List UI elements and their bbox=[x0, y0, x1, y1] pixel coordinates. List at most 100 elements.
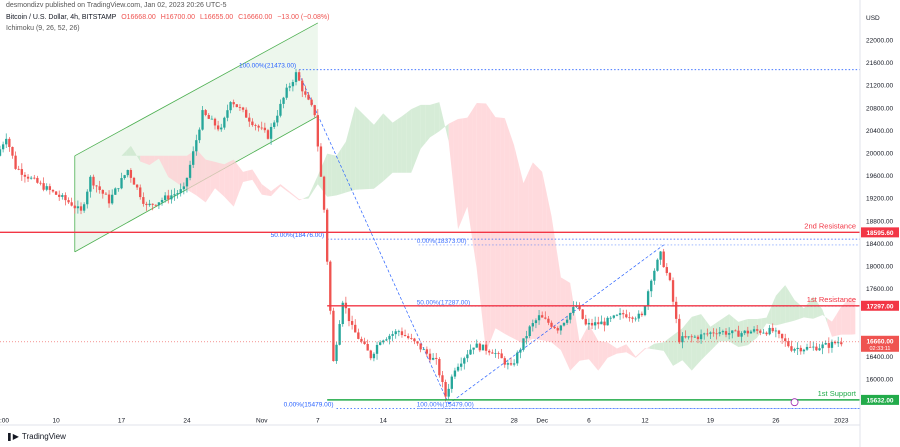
ohlc-open: O16668.00 bbox=[121, 14, 156, 21]
candle-body bbox=[223, 117, 226, 128]
candle-body bbox=[132, 177, 136, 185]
candle-body bbox=[837, 342, 840, 344]
ichimoku-cloud-segment bbox=[238, 165, 244, 195]
ichimoku-cloud-segment bbox=[261, 184, 267, 196]
ichimoku-cloud-segment bbox=[172, 155, 178, 184]
candle-body bbox=[14, 155, 17, 169]
candle-body bbox=[288, 86, 291, 88]
ichimoku-cloud-segment bbox=[588, 324, 594, 365]
ichimoku-cloud-segment bbox=[401, 112, 407, 173]
candle-body bbox=[357, 332, 360, 339]
candle-body bbox=[431, 357, 435, 360]
ichimoku-cloud-segment bbox=[280, 184, 286, 190]
time-axis-tick: 10 bbox=[52, 418, 60, 425]
candle-body bbox=[628, 317, 631, 319]
candle-body bbox=[556, 328, 559, 331]
ichimoku-cloud-segment bbox=[757, 318, 762, 338]
time-axis-tick: 28 bbox=[511, 418, 519, 425]
ichimoku-cloud-segment bbox=[481, 103, 487, 353]
candle-body bbox=[724, 331, 728, 335]
ichimoku-cloud-segment bbox=[584, 324, 589, 361]
indicator-line[interactable]: Ichimoku (9, 26, 52, 26) bbox=[6, 25, 80, 32]
ichimoku-cloud-segment bbox=[121, 150, 127, 156]
price-axis-tick: 20800.00 bbox=[866, 105, 893, 112]
price-axis-tick: 17600.00 bbox=[866, 286, 893, 293]
candle-body bbox=[95, 185, 98, 187]
ichimoku-cloud-segment bbox=[570, 282, 575, 371]
candle-body bbox=[435, 357, 438, 359]
candle-body bbox=[615, 314, 619, 316]
ichimoku-cloud-segment bbox=[458, 118, 463, 230]
candle-body bbox=[637, 313, 640, 319]
candle-body bbox=[631, 317, 634, 319]
candle-body bbox=[712, 332, 715, 334]
candle-body bbox=[756, 329, 759, 331]
candle-body bbox=[51, 189, 55, 192]
candle-body bbox=[618, 313, 622, 315]
candle-body bbox=[771, 327, 774, 332]
price-axis-tick: 16400.00 bbox=[866, 354, 893, 361]
candle-body bbox=[229, 102, 232, 111]
candle-body bbox=[20, 169, 23, 175]
symbol-line[interactable]: Bitcoin / U.S. Dollar, 4h, BITSTAMP bbox=[6, 14, 117, 21]
ichimoku-cloud-segment bbox=[761, 317, 767, 331]
candle-body bbox=[721, 331, 725, 333]
candle-body bbox=[101, 190, 104, 194]
ichimoku-cloud-segment bbox=[621, 344, 627, 353]
candle-body bbox=[407, 336, 410, 339]
candle-body bbox=[154, 204, 157, 206]
candle-body bbox=[29, 177, 33, 179]
candle-body bbox=[257, 125, 260, 128]
ichimoku-cloud-segment bbox=[775, 290, 781, 326]
ichimoku-cloud-segment bbox=[252, 169, 258, 188]
ichimoku-cloud-segment bbox=[271, 187, 276, 197]
candle-body bbox=[282, 97, 285, 104]
ichimoku-cloud-segment bbox=[247, 169, 253, 181]
candle-body bbox=[123, 175, 126, 179]
candle-body bbox=[690, 336, 693, 338]
ichimoku-cloud-segment bbox=[266, 187, 272, 197]
candle-body bbox=[23, 174, 27, 177]
ichimoku-cloud-segment bbox=[490, 110, 496, 341]
trend-line bbox=[448, 244, 664, 405]
candle-body bbox=[743, 330, 746, 334]
candle-body bbox=[263, 127, 267, 131]
candle-body bbox=[765, 332, 768, 335]
candle-body bbox=[541, 315, 544, 318]
candle-body bbox=[210, 118, 214, 120]
time-axis-tick: 17 bbox=[118, 418, 126, 425]
ichimoku-cloud-segment bbox=[556, 246, 561, 351]
candle-body bbox=[220, 127, 223, 130]
candle-body bbox=[173, 194, 176, 196]
candle-body bbox=[260, 127, 263, 129]
ichimoku-cloud-segment bbox=[364, 115, 370, 190]
ichimoku-cloud-segment bbox=[518, 164, 524, 344]
candle-body bbox=[248, 117, 251, 122]
ichimoku-cloud-segment bbox=[808, 296, 814, 319]
ichimoku-cloud-segment bbox=[313, 175, 318, 192]
candle-body bbox=[163, 195, 167, 201]
candle-body bbox=[481, 344, 485, 351]
ichimoku-cloud-segment bbox=[444, 121, 449, 142]
candle-body bbox=[139, 187, 142, 198]
candle-body bbox=[544, 317, 547, 319]
candle-body bbox=[58, 194, 61, 197]
tradingview-logo[interactable]: ❚▶ TradingView bbox=[6, 432, 66, 441]
ichimoku-cloud-segment bbox=[369, 120, 374, 190]
ichimoku-cloud-segment bbox=[710, 323, 716, 351]
ichimoku-cloud-segment bbox=[219, 163, 225, 197]
ichimoku-cloud-segment bbox=[327, 153, 332, 197]
candle-body bbox=[622, 313, 625, 315]
candle-body bbox=[167, 195, 170, 200]
candle-body bbox=[731, 330, 734, 334]
candle-body bbox=[640, 313, 644, 316]
candle-body bbox=[216, 125, 220, 130]
candle-body bbox=[438, 358, 441, 376]
ichimoku-cloud-segment bbox=[135, 153, 141, 162]
candle-body bbox=[126, 170, 129, 176]
candle-body bbox=[793, 349, 796, 351]
ichimoku-cloud-segment bbox=[612, 345, 617, 356]
candle-body bbox=[226, 110, 229, 118]
candle-body bbox=[612, 315, 616, 318]
